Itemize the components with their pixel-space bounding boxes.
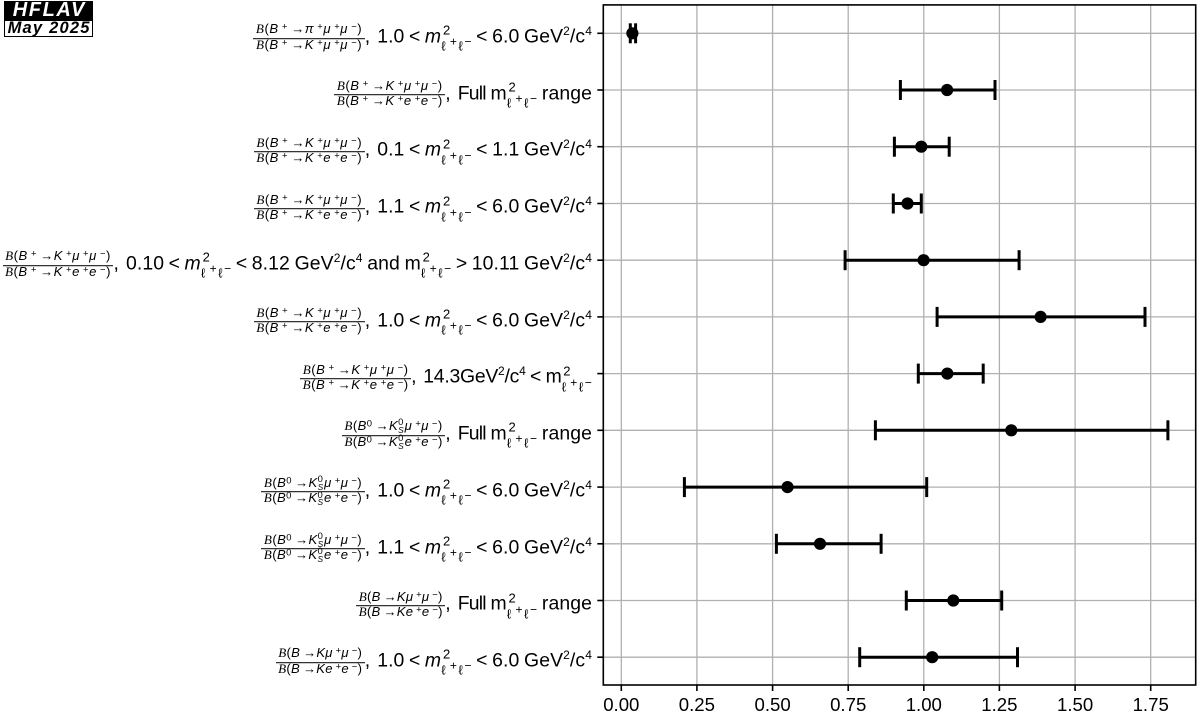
- svg-text:0.00: 0.00: [603, 694, 639, 715]
- svg-text:1.00: 1.00: [906, 694, 942, 715]
- svg-text:1.75: 1.75: [1133, 694, 1169, 715]
- svg-text:0.25: 0.25: [679, 694, 715, 715]
- svg-text:1.50: 1.50: [1057, 694, 1093, 715]
- svg-text:0.75: 0.75: [830, 694, 866, 715]
- svg-text:0.50: 0.50: [754, 694, 790, 715]
- svg-text:1.25: 1.25: [981, 694, 1017, 715]
